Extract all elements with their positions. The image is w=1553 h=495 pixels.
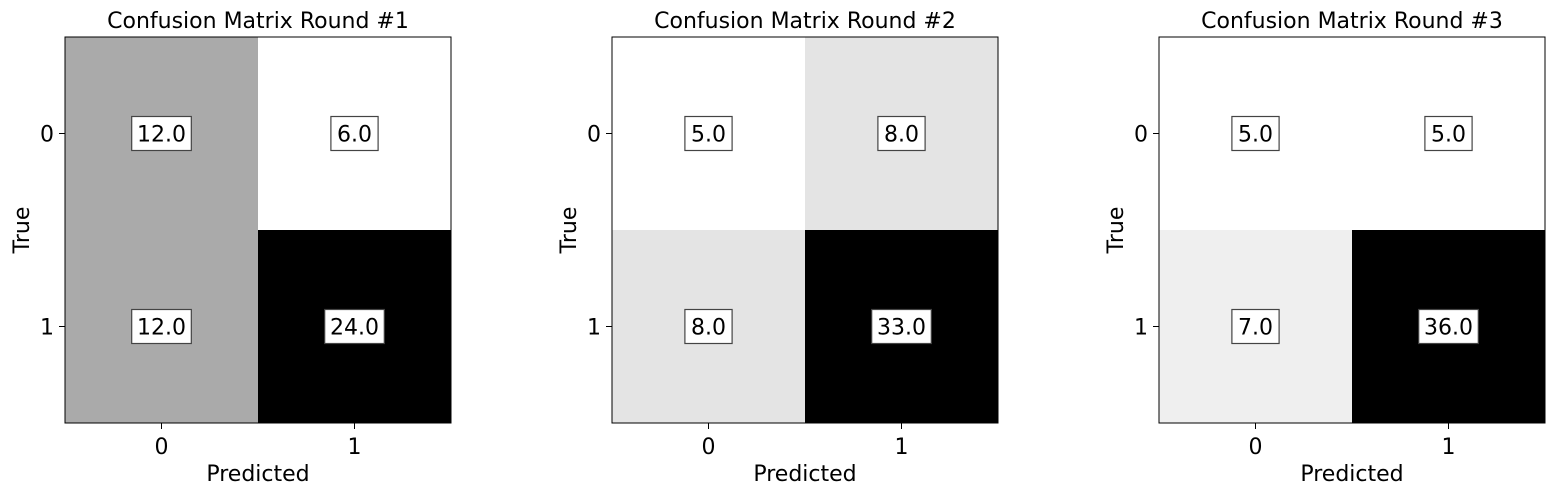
plot-frame — [611, 36, 999, 424]
y-tick-label: 0 — [587, 123, 601, 148]
x-tick-label: 1 — [895, 435, 909, 460]
y-axis-label: True — [10, 207, 35, 255]
value-label: 12.0 — [137, 316, 186, 341]
x-tick-label: 0 — [702, 435, 716, 460]
y-tick-label: 1 — [587, 316, 601, 341]
value-label-box — [131, 308, 192, 345]
value-label: 7.0 — [1238, 316, 1273, 341]
value-label-box — [1418, 308, 1479, 345]
y-tick-label: 1 — [40, 316, 54, 341]
value-label-box — [871, 308, 932, 345]
plot-frame — [1158, 36, 1546, 424]
value-label: 5.0 — [691, 123, 726, 148]
y-axis-label: True — [1104, 207, 1129, 255]
value-label: 33.0 — [877, 316, 926, 341]
y-tick-label: 1 — [1134, 316, 1148, 341]
value-label-box — [330, 115, 379, 152]
value-label: 6.0 — [337, 123, 372, 148]
y-tick-label: 0 — [1134, 123, 1148, 148]
value-label-box — [1424, 115, 1473, 152]
confusion-matrix-panel-3: 5.0 5.0 7.0 36.0 0 1 0 1 Confusion Matrix Round … — [1104, 9, 1546, 487]
value-label: 36.0 — [1424, 316, 1473, 341]
chart-title: Confusion Matrix Round #1 — [107, 9, 409, 34]
x-axis-label: Predicted — [753, 462, 856, 487]
value-label-box — [324, 308, 385, 345]
value-label-box — [1231, 308, 1280, 345]
chart-title: Confusion Matrix Round #3 — [1201, 9, 1503, 34]
confusion-matrix-panel-2: 5.0 8.0 8.0 33.0 0 1 0 1 Confusion Matrix Round … — [557, 9, 999, 487]
value-label: 5.0 — [1238, 123, 1273, 148]
x-axis-label: Predicted — [206, 462, 309, 487]
x-axis-label: Predicted — [1300, 462, 1403, 487]
value-label: 12.0 — [137, 123, 186, 148]
value-label-box — [131, 115, 192, 152]
x-tick-label: 1 — [348, 435, 362, 460]
value-label-box — [684, 115, 733, 152]
plot-frame — [64, 36, 452, 424]
x-tick-label: 0 — [155, 435, 169, 460]
value-label-box — [1231, 115, 1280, 152]
value-label-box — [684, 308, 733, 345]
y-axis-label: True — [557, 207, 582, 255]
value-label: 8.0 — [884, 123, 919, 148]
x-tick-label: 0 — [1249, 435, 1263, 460]
confusion-matrix-panel-1: 12.0 6.0 12.0 24.0 0 1 0 1 Confusion Matrix Roun… — [10, 9, 452, 487]
value-label-box — [877, 115, 926, 152]
chart-title: Confusion Matrix Round #2 — [654, 9, 956, 34]
x-tick-label: 1 — [1442, 435, 1456, 460]
value-label: 5.0 — [1431, 123, 1466, 148]
y-tick-label: 0 — [40, 123, 54, 148]
value-label: 24.0 — [330, 316, 379, 341]
value-label: 8.0 — [691, 316, 726, 341]
